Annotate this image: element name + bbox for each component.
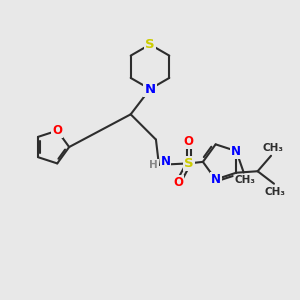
- Text: O: O: [173, 176, 183, 189]
- Text: O: O: [184, 136, 194, 148]
- Text: N: N: [144, 82, 156, 96]
- Text: CH₃: CH₃: [262, 143, 283, 153]
- Text: CH₃: CH₃: [265, 187, 286, 197]
- Text: N: N: [231, 145, 241, 158]
- Text: N: N: [211, 173, 220, 186]
- Text: CH₃: CH₃: [235, 176, 256, 185]
- Text: O: O: [52, 124, 62, 137]
- Text: N: N: [160, 155, 170, 168]
- Text: S: S: [184, 157, 194, 170]
- Text: H: H: [149, 160, 158, 170]
- Text: S: S: [145, 38, 155, 51]
